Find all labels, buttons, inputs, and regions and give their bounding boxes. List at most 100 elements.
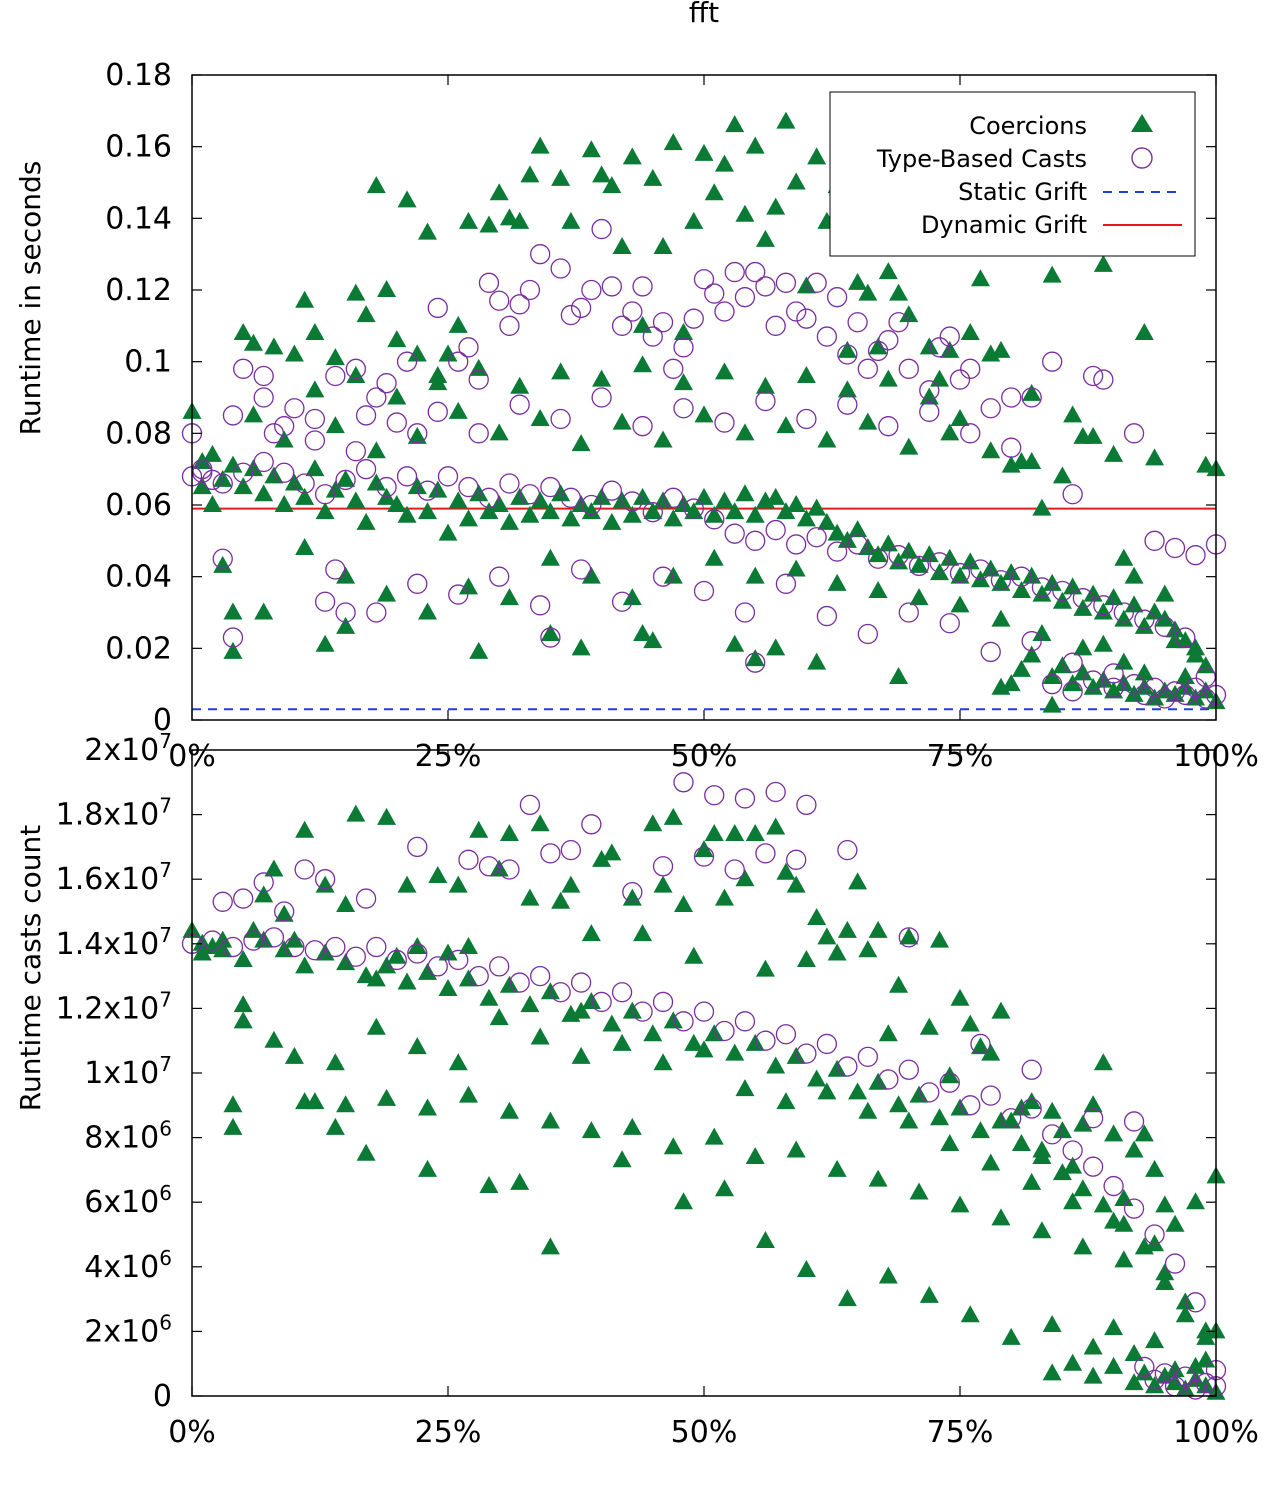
coercions-point [1063, 1353, 1083, 1371]
type-based-casts-point [642, 326, 663, 347]
coercions-point [448, 875, 468, 893]
coercions-point [418, 502, 438, 520]
coercions-point [510, 487, 530, 505]
type-based-casts-point [274, 416, 295, 437]
type-based-casts-point [540, 627, 561, 648]
coercions-point [571, 1046, 591, 1064]
legend: Coercions Type-Based Casts Static Grift … [829, 91, 1196, 257]
coercions-point [254, 602, 274, 620]
coercions-point [674, 1192, 694, 1210]
type-based-casts-point [1093, 369, 1114, 390]
type-based-casts-point [837, 839, 858, 861]
type-based-casts-point [540, 476, 561, 498]
coercions-point [448, 1053, 468, 1071]
coercions-point [1022, 383, 1042, 401]
type-based-casts-point [939, 326, 960, 347]
coercions-point [827, 943, 847, 961]
type-based-casts-point [489, 566, 510, 587]
type-based-casts-point [949, 562, 971, 584]
type-based-casts-point [796, 308, 817, 329]
type-based-casts-point [468, 965, 489, 987]
type-based-casts-point [826, 541, 848, 562]
type-based-casts-point [550, 982, 571, 1003]
type-based-casts-point [929, 337, 950, 358]
type-based-casts-point [1134, 1356, 1155, 1378]
type-based-casts-point [960, 423, 981, 444]
coercions-point [499, 588, 519, 606]
coercions-point [233, 477, 253, 495]
coercions-point [243, 920, 263, 938]
coercions-point [479, 1176, 499, 1194]
coercions-point [448, 401, 468, 419]
coercions-point [1114, 674, 1134, 692]
coercions-point [469, 641, 489, 659]
coercions-point [940, 1134, 960, 1152]
type-based-casts-point [970, 1033, 991, 1055]
coercions-point [428, 480, 448, 498]
coercions-point [397, 972, 417, 990]
coercions-point [510, 376, 530, 394]
y-tick-label: 0.16 [105, 130, 172, 165]
coercions-point [336, 616, 356, 634]
type-based-casts-point [335, 602, 356, 623]
type-based-casts-point [407, 573, 428, 594]
type-based-casts-point [448, 351, 469, 372]
coercions-point [499, 512, 519, 530]
coercions-point [1042, 695, 1062, 713]
type-based-casts-point [663, 358, 684, 379]
coercions-point [540, 982, 560, 1000]
coercions-point [592, 165, 612, 183]
type-based-casts-point [1001, 1108, 1022, 1129]
type-based-casts-point [1185, 1292, 1206, 1313]
coercions-point [315, 875, 335, 893]
coercions-point [520, 165, 540, 183]
type-based-casts-point [212, 891, 233, 912]
coercions-point [970, 1037, 990, 1055]
type-based-casts-point [591, 387, 612, 408]
type-based-casts-point [919, 1082, 940, 1103]
x-tick-label: 0% [168, 1415, 216, 1450]
coercions-point [930, 930, 950, 948]
coercions-point [735, 1079, 755, 1097]
type-based-casts-point [335, 469, 356, 491]
chart-title: fft [689, 0, 719, 29]
type-based-casts-point [581, 494, 602, 516]
coercions-point [745, 136, 765, 154]
coercions-point [510, 211, 530, 229]
coercions-point [725, 634, 745, 652]
coercions-point [940, 340, 960, 358]
coercions-point [714, 491, 734, 509]
type-based-casts-point [345, 946, 366, 967]
type-based-casts-point [1123, 674, 1145, 695]
coercions-point [643, 1024, 663, 1042]
type-based-casts-point [622, 491, 643, 512]
type-based-casts-point [816, 605, 838, 627]
type-based-casts-point [775, 272, 797, 293]
coercions-point [919, 387, 939, 405]
coercions-point [909, 588, 929, 606]
coercions-point [499, 823, 519, 841]
coercions-point [540, 1237, 560, 1255]
type-based-casts-point [775, 573, 797, 594]
coercions-point [254, 930, 274, 948]
type-based-casts-point [1134, 684, 1155, 706]
type-based-casts-point [1021, 1098, 1042, 1119]
coercions-point [868, 545, 888, 563]
type-based-casts-point [898, 358, 919, 379]
coercions-point [325, 348, 345, 366]
y-tick-label: 0.08 [105, 416, 172, 451]
coercions-point [387, 946, 407, 964]
coercions-point [909, 1085, 929, 1103]
type-based-casts-point [611, 591, 633, 612]
coercions-point [1104, 444, 1124, 462]
coercions-point [622, 1001, 642, 1019]
coercions-point [776, 862, 796, 880]
coercions-point [1165, 620, 1185, 638]
type-based-casts-point [1011, 566, 1032, 587]
coercions-point [643, 631, 663, 649]
type-based-casts-point [652, 566, 674, 587]
type-based-casts-point [949, 369, 971, 390]
coercions-point [1042, 1363, 1062, 1381]
type-based-casts-point [427, 956, 448, 977]
type-based-casts-point [294, 859, 315, 880]
